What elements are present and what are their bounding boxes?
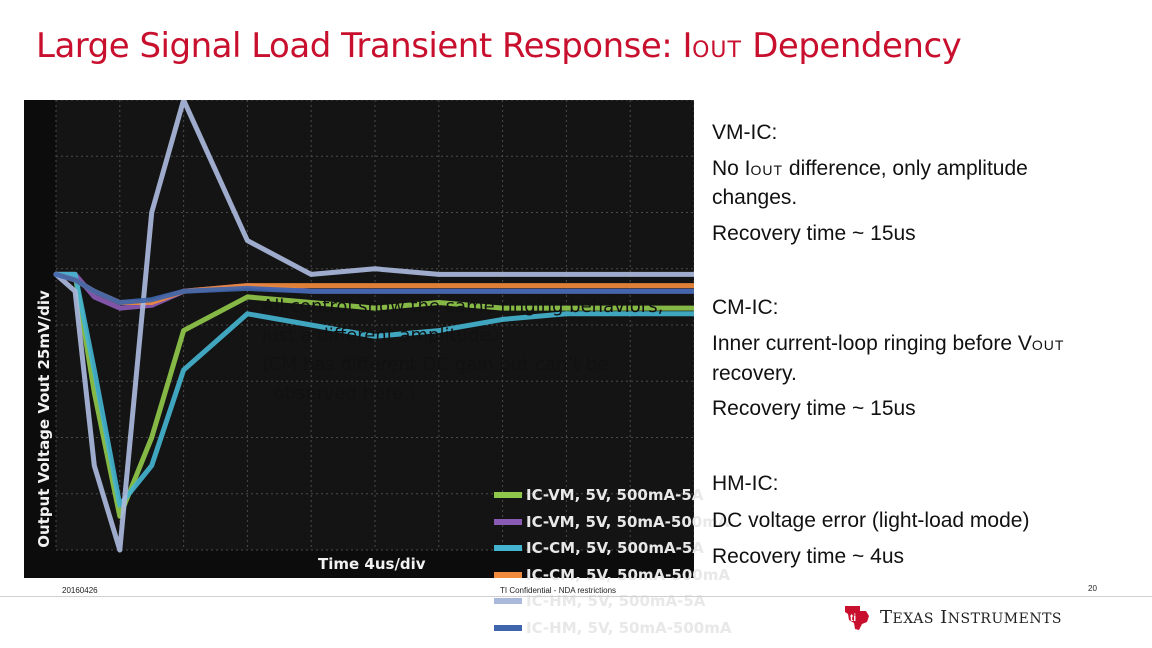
cm-line-2: recovery. (712, 362, 797, 385)
footer-date: 20160426 (62, 586, 98, 595)
legend-item: IC-VM, 5V, 500mA-5A (494, 482, 731, 509)
series-line (53, 100, 694, 553)
legend-label: IC-CM, 5V, 50mA-500mA (526, 565, 730, 584)
texas-instruments-logo: ti TEXAS INSTRUMENTS (842, 602, 1062, 632)
series-line (53, 271, 694, 305)
legend-swatch (494, 598, 522, 605)
cm-line-1: Inner current-loop ringing before VOUT (712, 332, 1065, 355)
legend-swatch (494, 624, 522, 631)
legend-label: IC-HM, 5V, 50mA-500mA (526, 618, 732, 637)
legend-swatch (494, 571, 522, 578)
vm-line-1: No IOUT difference, only amplitude (712, 157, 1028, 180)
legend-item: IC-CM, 5V, 500mA-5A (494, 535, 731, 562)
series-line (53, 271, 694, 519)
legend-label: IC-CM, 5V, 500mA-5A (526, 539, 704, 558)
y-axis-label: Output Voltage Vout 25mV/div (35, 290, 53, 548)
legend-item: IC-VM, 5V, 50mA-500mA (494, 509, 731, 536)
svg-text:ti: ti (850, 613, 856, 624)
oscilloscope-chart: Output Voltage Vout 25mV/div Time 4us/di… (24, 100, 731, 637)
chart-annotation: All control show the same ringing behavi… (262, 292, 663, 408)
vm-line-3: Recovery time ~ 15us (712, 222, 916, 245)
chart-legend: IC-VM, 5V, 500mA-5A IC-VM, 5V, 50mA-500m… (494, 482, 731, 641)
cm-title: CM-IC: (712, 296, 779, 319)
series-line (53, 271, 694, 508)
annotation-line: observed here.) (262, 383, 416, 404)
legend-swatch (494, 545, 522, 552)
page-title: Large Signal Load Transient Response: IO… (36, 26, 962, 66)
legend-item: IC-CM, 5V, 50mA-500mA (494, 562, 731, 589)
legend-label: IC-VM, 5V, 50mA-500mA (526, 512, 730, 531)
vm-line-2: changes. (712, 186, 798, 209)
annotation-line: All control show the same ringing behavi… (262, 296, 664, 317)
footer-confidential: TI Confidential - NDA restrictions (500, 586, 617, 595)
hm-line-1: DC voltage error (light-load mode) (712, 509, 1030, 532)
legend-swatch (494, 492, 522, 499)
ti-map-icon: ti (845, 606, 869, 630)
chart-plot (53, 100, 694, 553)
vm-title: VM-IC: (712, 121, 778, 144)
ti-wordmark: TEXAS INSTRUMENTS (880, 606, 1063, 628)
footer-divider (0, 596, 1152, 597)
page-number: 20 (1088, 584, 1097, 593)
hm-line-2: Recovery time ~ 4us (712, 545, 904, 568)
legend-label: IC-VM, 5V, 500mA-5A (526, 486, 704, 505)
hm-title: HM-IC: (712, 472, 779, 495)
annotation-line: just a different amplitude. (262, 325, 497, 346)
x-axis-label: Time 4us/div (318, 555, 426, 573)
legend-item: IC-HM, 5V, 50mA-500mA (494, 615, 731, 642)
annotation-line: (CM has different DC gain but can’t be (262, 354, 609, 375)
legend-swatch (494, 518, 522, 525)
cm-line-3: Recovery time ~ 15us (712, 397, 916, 420)
